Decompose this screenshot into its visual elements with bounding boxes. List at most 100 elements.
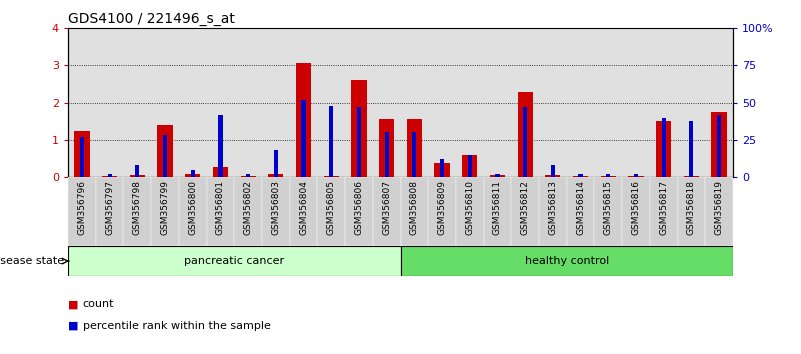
Bar: [573, 176, 588, 177]
Bar: [317, 177, 345, 246]
Bar: [274, 150, 278, 177]
Text: GSM356796: GSM356796: [78, 181, 87, 235]
Bar: [324, 176, 339, 177]
Bar: [107, 174, 111, 177]
Bar: [372, 177, 400, 246]
Text: GSM356819: GSM356819: [714, 181, 723, 235]
Bar: [179, 177, 207, 246]
Text: GSM356810: GSM356810: [465, 181, 474, 235]
Bar: [246, 174, 250, 177]
Bar: [379, 119, 394, 177]
Bar: [268, 174, 284, 177]
Text: count: count: [83, 299, 114, 309]
Bar: [400, 246, 733, 276]
Bar: [440, 159, 444, 177]
Text: GSM356813: GSM356813: [549, 181, 557, 235]
Bar: [567, 177, 594, 246]
Text: GSM356797: GSM356797: [105, 181, 114, 235]
Text: GSM356806: GSM356806: [355, 181, 364, 235]
Text: GSM356801: GSM356801: [216, 181, 225, 235]
Bar: [662, 118, 666, 177]
Bar: [345, 177, 372, 246]
Bar: [523, 107, 527, 177]
Bar: [290, 177, 317, 246]
Text: GDS4100 / 221496_s_at: GDS4100 / 221496_s_at: [68, 12, 235, 26]
Bar: [622, 177, 650, 246]
Bar: [511, 177, 539, 246]
Bar: [468, 155, 472, 177]
Text: disease state: disease state: [0, 256, 64, 266]
Bar: [429, 177, 456, 246]
Text: GSM356803: GSM356803: [272, 181, 280, 235]
Bar: [495, 174, 500, 177]
Bar: [456, 177, 484, 246]
Bar: [102, 176, 117, 177]
Text: GSM356802: GSM356802: [244, 181, 252, 235]
Text: GSM356799: GSM356799: [160, 181, 170, 235]
Bar: [551, 165, 555, 177]
Bar: [384, 132, 388, 177]
Bar: [690, 120, 694, 177]
Bar: [539, 177, 567, 246]
Bar: [68, 177, 96, 246]
Text: GSM356814: GSM356814: [576, 181, 585, 235]
Bar: [96, 177, 123, 246]
Text: ■: ■: [68, 321, 78, 331]
Bar: [634, 174, 638, 177]
Bar: [329, 105, 333, 177]
Bar: [434, 163, 449, 177]
Bar: [357, 107, 361, 177]
Bar: [578, 174, 582, 177]
Bar: [678, 177, 705, 246]
Bar: [352, 80, 367, 177]
Bar: [240, 176, 256, 177]
Bar: [407, 119, 422, 177]
Bar: [656, 121, 671, 177]
Text: GSM356798: GSM356798: [133, 181, 142, 235]
Bar: [717, 115, 721, 177]
Text: GSM356812: GSM356812: [521, 181, 529, 235]
Text: pancreatic cancer: pancreatic cancer: [184, 256, 284, 266]
Bar: [462, 155, 477, 177]
Bar: [219, 115, 223, 177]
Bar: [601, 176, 616, 177]
Text: percentile rank within the sample: percentile rank within the sample: [83, 321, 271, 331]
Bar: [123, 177, 151, 246]
Text: GSM356818: GSM356818: [687, 181, 696, 235]
Bar: [207, 177, 235, 246]
Text: GSM356807: GSM356807: [382, 181, 391, 235]
Bar: [80, 137, 84, 177]
Text: GSM356805: GSM356805: [327, 181, 336, 235]
Bar: [135, 165, 139, 177]
Text: GSM356817: GSM356817: [659, 181, 668, 235]
Text: GSM356800: GSM356800: [188, 181, 197, 235]
Text: ■: ■: [68, 299, 78, 309]
Bar: [490, 175, 505, 177]
Bar: [594, 177, 622, 246]
Bar: [711, 112, 727, 177]
Bar: [400, 177, 429, 246]
Bar: [262, 177, 290, 246]
Bar: [484, 177, 511, 246]
Bar: [191, 170, 195, 177]
Bar: [705, 177, 733, 246]
Text: GSM356815: GSM356815: [604, 181, 613, 235]
Bar: [185, 174, 200, 177]
Bar: [74, 131, 90, 177]
Bar: [158, 125, 173, 177]
Bar: [213, 167, 228, 177]
Bar: [545, 175, 561, 177]
Text: GSM356816: GSM356816: [631, 181, 641, 235]
Bar: [301, 100, 306, 177]
Bar: [163, 135, 167, 177]
Bar: [606, 174, 610, 177]
Text: GSM356809: GSM356809: [437, 181, 446, 235]
Bar: [130, 175, 145, 177]
Text: GSM356808: GSM356808: [410, 181, 419, 235]
Bar: [684, 176, 699, 177]
Text: GSM356804: GSM356804: [299, 181, 308, 235]
Bar: [235, 177, 262, 246]
Bar: [517, 92, 533, 177]
Text: healthy control: healthy control: [525, 256, 609, 266]
Bar: [413, 132, 417, 177]
